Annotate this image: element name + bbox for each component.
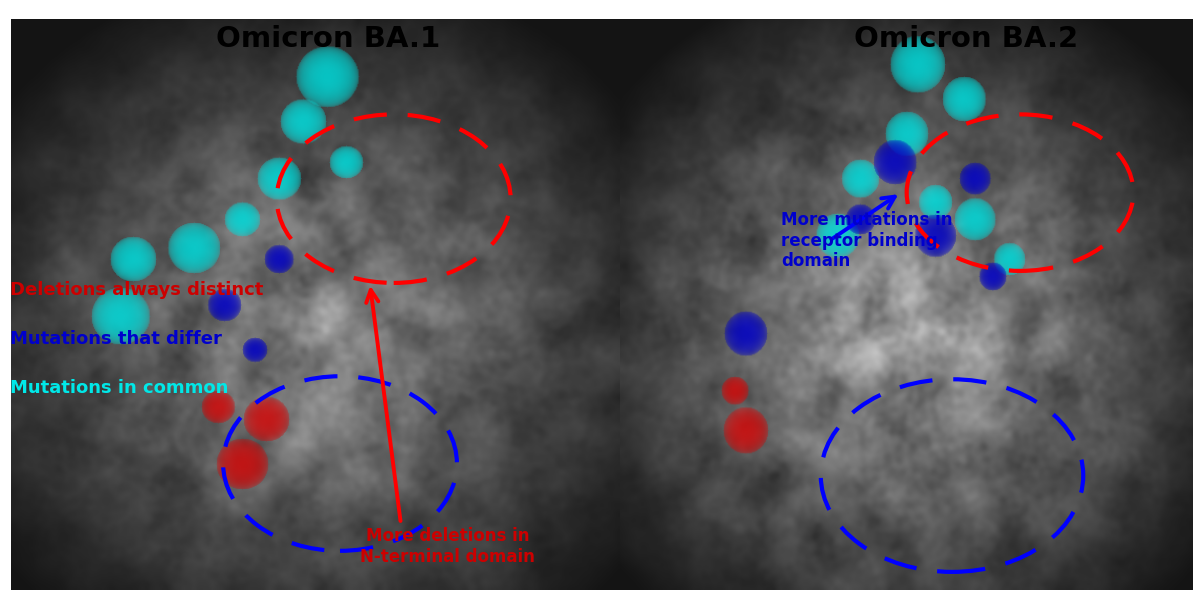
Text: More deletions in
N-terminal domain: More deletions in N-terminal domain: [360, 527, 534, 566]
Text: Mutations in common: Mutations in common: [10, 379, 228, 397]
Text: Deletions always distinct: Deletions always distinct: [10, 281, 262, 299]
Text: Omicron BA.1: Omicron BA.1: [216, 25, 440, 54]
Text: Mutations that differ: Mutations that differ: [10, 330, 222, 348]
Text: Omicron BA.2: Omicron BA.2: [854, 25, 1078, 54]
Text: More mutations in
receptor binding
domain: More mutations in receptor binding domai…: [781, 211, 953, 270]
